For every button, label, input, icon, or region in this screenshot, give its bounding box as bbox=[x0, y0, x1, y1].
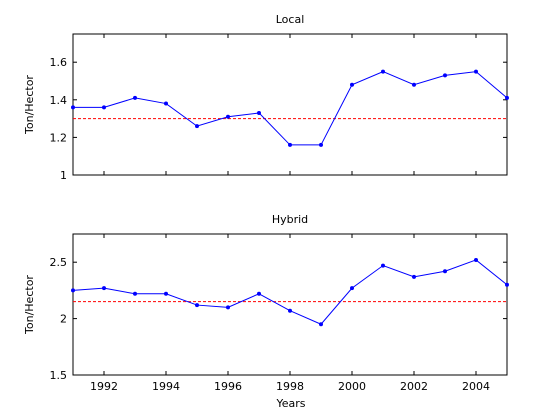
chart-1-data-point bbox=[381, 263, 385, 268]
chart-1-data-point bbox=[505, 282, 509, 287]
chart-0-data-point bbox=[443, 73, 447, 78]
chart-0-data-point bbox=[164, 101, 168, 106]
chart-0-ytick-label: 1.6 bbox=[50, 56, 68, 69]
hybrid-chart: Hybrid Ton/Hector 1.5 2 2.5 1992 1994 1996 1998 2… bbox=[23, 213, 509, 393]
chart-1-ytick-label: 2 bbox=[60, 313, 67, 326]
chart-1-xtick-label: 2000 bbox=[338, 380, 366, 393]
chart-1-data-point bbox=[164, 291, 168, 296]
chart-1-data-point bbox=[474, 257, 478, 262]
chart-0-data-point bbox=[226, 114, 230, 119]
chart-1-axes-frame bbox=[72, 233, 508, 376]
chart-0-data-point bbox=[71, 105, 75, 110]
chart-0-title: Local bbox=[276, 13, 305, 26]
chart-1-ytick-label: 1.5 bbox=[50, 369, 68, 382]
chart-1-data-point bbox=[412, 274, 416, 279]
chart-0-data-point bbox=[257, 110, 261, 115]
chart-1-ytick-label: 2.5 bbox=[50, 256, 68, 269]
chart-1-xtick-label: 1998 bbox=[276, 380, 304, 393]
chart-0-data-point bbox=[319, 142, 323, 147]
figure-xlabel: Years bbox=[275, 397, 305, 410]
chart-1-data-point bbox=[226, 305, 230, 310]
chart-1-data-point bbox=[133, 291, 137, 296]
chart-1-data-point bbox=[319, 322, 323, 327]
chart-0-data-point bbox=[381, 69, 385, 74]
chart-1-data-point bbox=[350, 286, 354, 291]
chart-1-data-point bbox=[71, 288, 75, 293]
chart-1-title: Hybrid bbox=[272, 213, 308, 226]
chart-0-data-point bbox=[474, 69, 478, 74]
local-chart: Local Ton/Hector 1 1.2 1.4 1.6 bbox=[23, 13, 509, 182]
chart-1-data-point bbox=[257, 291, 261, 296]
chart-1-xtick-label: 1996 bbox=[214, 380, 242, 393]
chart-0-data-point bbox=[133, 95, 137, 100]
chart-0-data-point bbox=[195, 124, 199, 129]
chart-0-axes-frame bbox=[72, 33, 508, 176]
chart-1-data-point bbox=[102, 286, 106, 291]
chart-0-data-point bbox=[412, 82, 416, 87]
chart-1-xtick-label: 1992 bbox=[90, 380, 118, 393]
chart-0-ylabel: Ton/Hector bbox=[23, 75, 36, 135]
chart-1-data-point bbox=[288, 308, 292, 313]
chart-1-ylabel: Ton/Hector bbox=[23, 275, 36, 335]
chart-0-ytick-label: 1.4 bbox=[50, 94, 68, 107]
chart-1-xtick-label: 2004 bbox=[462, 380, 490, 393]
chart-1-data-point bbox=[195, 303, 199, 308]
chart-1-xtick-label: 1994 bbox=[152, 380, 180, 393]
chart-0-data-point bbox=[350, 82, 354, 87]
chart-0-ytick-label: 1.2 bbox=[50, 131, 68, 144]
chart-0-data-point bbox=[505, 95, 509, 100]
chart-0-ytick-label: 1 bbox=[60, 169, 67, 182]
chart-0-data-point bbox=[102, 105, 106, 110]
chart-1-xtick-label: 2002 bbox=[400, 380, 428, 393]
chart-0-data-point bbox=[288, 142, 292, 147]
chart-1-data-point bbox=[443, 269, 447, 274]
